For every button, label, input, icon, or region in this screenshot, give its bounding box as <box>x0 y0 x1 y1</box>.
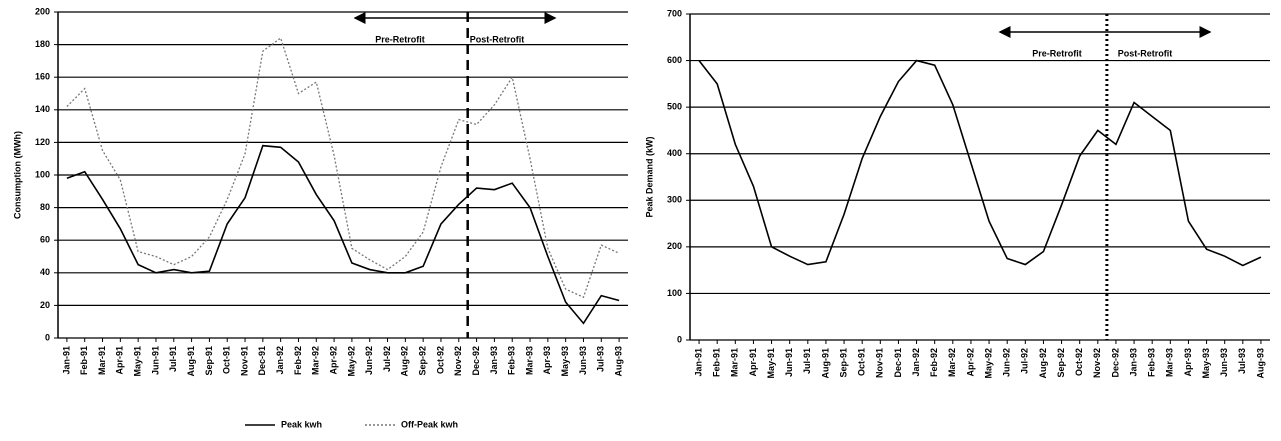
x-tick-label: Nov-92 <box>1092 348 1102 378</box>
x-tick-label: Oct-92 <box>1074 348 1084 376</box>
x-tick-label: May-93 <box>1201 348 1211 379</box>
x-tick-label: Nov-91 <box>239 346 249 376</box>
x-tick-label: Jan-93 <box>489 346 499 375</box>
x-tick-label: Oct-91 <box>857 348 867 376</box>
x-tick-label: Jun-91 <box>150 346 160 375</box>
annotation: Pre-Retrofit <box>1032 48 1082 58</box>
y-tick-label: 0 <box>45 332 50 342</box>
x-tick-label: Oct-92 <box>435 346 445 374</box>
x-tick-label: Dec-92 <box>471 346 481 376</box>
x-tick-label: Jun-91 <box>784 348 794 377</box>
y-axis-label: Consumption (MWh) <box>12 131 22 219</box>
x-tick-label: Jan-91 <box>61 346 71 375</box>
legend-label: Peak kwh <box>281 419 322 429</box>
x-tick-label: Jan-92 <box>911 348 921 377</box>
series-line <box>66 144 620 325</box>
x-tick-label: Jul-91 <box>802 348 812 374</box>
x-tick-label: Mar-92 <box>947 348 957 377</box>
x-tick-label: Dec-92 <box>1110 348 1120 378</box>
x-tick-label: Sep-91 <box>838 348 848 378</box>
x-tick-label: Jun-92 <box>1002 348 1012 377</box>
x-tick-label: Feb-93 <box>1147 348 1157 377</box>
x-tick-label: Mar-91 <box>730 348 740 377</box>
y-tick-label: 500 <box>667 102 682 112</box>
y-tick-label: 300 <box>667 195 682 205</box>
x-tick-label: Jul-93 <box>1237 348 1247 374</box>
x-tick-label: May-92 <box>346 346 356 377</box>
x-tick-label: Dec-91 <box>893 348 903 378</box>
x-tick-label: Oct-91 <box>222 346 232 374</box>
y-tick-label: 140 <box>35 104 50 114</box>
x-tick-label: May-93 <box>560 346 570 377</box>
series-line <box>66 37 620 299</box>
y-tick-label: 100 <box>667 288 682 298</box>
x-tick-label: Aug-93 <box>613 346 623 377</box>
x-tick-label: Apr-91 <box>748 348 758 377</box>
x-tick-label: Jun-93 <box>1219 348 1229 377</box>
y-tick-label: 160 <box>35 72 50 82</box>
x-tick-label: Aug-93 <box>1255 348 1265 379</box>
x-tick-label: Aug-92 <box>1038 348 1048 379</box>
x-tick-label: Aug-92 <box>400 346 410 377</box>
y-tick-label: 0 <box>677 334 682 344</box>
x-tick-label: Jan-93 <box>1128 348 1138 377</box>
x-tick-label: Sep-92 <box>1056 348 1066 378</box>
x-tick-label: Aug-91 <box>186 346 196 377</box>
x-tick-label: Jul-91 <box>168 346 178 372</box>
y-tick-label: 180 <box>35 39 50 49</box>
x-tick-label: May-91 <box>766 348 776 379</box>
x-tick-label: Mar-91 <box>97 346 107 375</box>
series-line <box>698 59 1262 267</box>
x-tick-label: Apr-92 <box>328 346 338 375</box>
x-tick-label: Sep-92 <box>418 346 428 376</box>
y-tick-label: 200 <box>667 241 682 251</box>
y-tick-label: 600 <box>667 55 682 65</box>
x-tick-label: Aug-91 <box>820 348 830 379</box>
y-tick-label: 400 <box>667 148 682 158</box>
x-tick-label: Feb-92 <box>929 348 939 377</box>
x-tick-label: Nov-92 <box>453 346 463 376</box>
y-tick-label: 100 <box>35 169 50 179</box>
x-tick-label: Sep-91 <box>204 346 214 376</box>
y-tick-label: 60 <box>40 235 50 245</box>
y-axis-label: Peak Demand (kW) <box>644 136 654 217</box>
x-tick-label: May-91 <box>133 346 143 377</box>
x-tick-label: Jul-92 <box>382 346 392 372</box>
x-tick-label: Feb-91 <box>712 348 722 377</box>
y-tick-label: 20 <box>40 300 50 310</box>
y-tick-label: 700 <box>667 8 682 18</box>
y-tick-label: 200 <box>35 6 50 16</box>
y-tick-label: 80 <box>40 202 50 212</box>
x-tick-label: Jan-91 <box>693 348 703 377</box>
x-tick-label: Mar-92 <box>311 346 321 375</box>
x-tick-label: Apr-91 <box>115 346 125 375</box>
x-tick-label: Jun-92 <box>364 346 374 375</box>
annotation: Pre-Retrofit <box>375 34 425 44</box>
x-tick-label: Jan-92 <box>275 346 285 375</box>
x-tick-label: Mar-93 <box>524 346 534 375</box>
annotation: Post-Retrofit <box>1118 48 1173 58</box>
legend-label: Off-Peak kwh <box>401 419 458 429</box>
y-tick-label: 40 <box>40 267 50 277</box>
x-tick-label: Jun-93 <box>578 346 588 375</box>
x-tick-label: Feb-93 <box>507 346 517 375</box>
x-tick-label: Mar-93 <box>1165 348 1175 377</box>
y-tick-label: 120 <box>35 137 50 147</box>
x-tick-label: May-92 <box>983 348 993 379</box>
x-tick-label: Feb-91 <box>79 346 89 375</box>
annotation: Post-Retrofit <box>470 34 525 44</box>
x-tick-label: Jul-92 <box>1020 348 1030 374</box>
x-tick-label: Jul-93 <box>596 346 606 372</box>
x-tick-label: Nov-91 <box>875 348 885 378</box>
x-tick-label: Apr-93 <box>542 346 552 375</box>
x-tick-label: Apr-92 <box>965 348 975 377</box>
x-tick-label: Dec-91 <box>257 346 267 376</box>
x-tick-label: Feb-92 <box>293 346 303 375</box>
x-tick-label: Apr-93 <box>1183 348 1193 377</box>
